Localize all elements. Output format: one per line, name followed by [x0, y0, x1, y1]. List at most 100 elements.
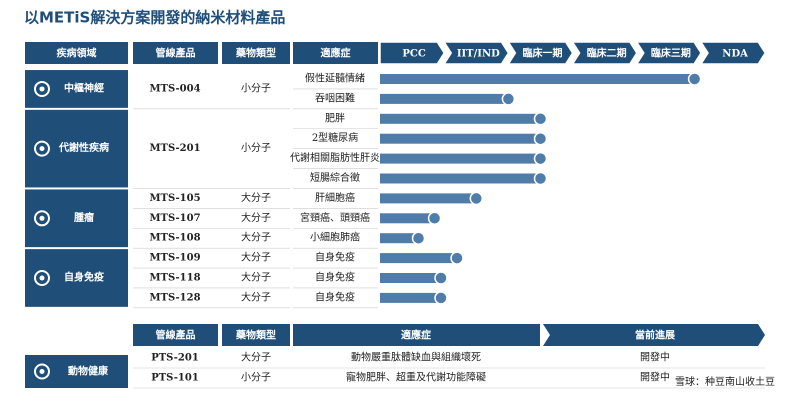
- header-drug-type: 藥物類型: [235, 329, 276, 342]
- product: MTS-107: [149, 213, 200, 224]
- status: 開發中: [640, 371, 670, 384]
- icon-dot: [39, 86, 45, 92]
- product: MTS-109: [149, 253, 200, 264]
- area-label: 代謝性疾病: [58, 141, 109, 154]
- header-status: 當前進展: [635, 329, 675, 342]
- stage-label: IIT/IND: [457, 49, 500, 60]
- status: 開發中: [640, 351, 670, 364]
- indication: 短腸綜合徵: [310, 171, 360, 184]
- header-cell: [293, 42, 378, 64]
- stage-label: 臨床一期: [523, 47, 563, 60]
- stage-label: 臨床二期: [587, 47, 627, 60]
- stage-label: NDA: [722, 49, 748, 60]
- stage-arrow: [442, 41, 510, 65]
- icon: [34, 210, 50, 227]
- icon: [34, 140, 50, 157]
- progress-end: [687, 72, 702, 86]
- progress-end: [434, 271, 448, 285]
- page-title: 以METiS解決方案開發的納米材料產品: [24, 9, 285, 27]
- icon-dot: [39, 146, 45, 152]
- indication: 肝細胞癌: [315, 191, 355, 204]
- product: MTS-108: [149, 233, 200, 244]
- progress-end: [434, 291, 448, 305]
- progress-bar: [380, 93, 509, 104]
- stage-label: PCC: [402, 49, 425, 60]
- product: MTS-128: [149, 292, 200, 303]
- header-indication: 適應症: [321, 47, 351, 60]
- drug-type: 小分子: [241, 82, 271, 94]
- progress-end: [469, 191, 484, 206]
- progress-bar: [380, 292, 441, 303]
- icon: [34, 363, 50, 380]
- drug-type: 大分子: [241, 251, 271, 264]
- header-product: 管線產品: [156, 329, 196, 342]
- header-cell: [133, 42, 218, 64]
- stage-arrow: [293, 324, 540, 346]
- stage-arrow: [571, 41, 638, 65]
- product: MTS-105: [149, 193, 200, 204]
- indication: 動物嚴重肽體缺血與組織壞死: [351, 351, 481, 364]
- indication: 自身免疫: [315, 251, 355, 264]
- indication: 吞咽困難: [315, 91, 355, 104]
- progress-end: [533, 131, 548, 146]
- progress-bar: [380, 173, 541, 184]
- indication: 小細胞肺癌: [310, 231, 360, 244]
- indication: 寵物肥胖、超重及代謝功能障礙: [346, 371, 486, 384]
- stage-arrow: [379, 41, 446, 65]
- area-label: 自身免疫: [64, 271, 104, 284]
- product: PTS-201: [151, 353, 199, 364]
- progress-bar: [380, 193, 477, 204]
- stage-label: 臨床三期: [651, 47, 691, 60]
- watermark: 雪球：种豆南山收土豆: [675, 375, 775, 388]
- header-product: 管線產品: [156, 47, 196, 60]
- indication: 2型糖尿病: [312, 131, 358, 144]
- product: PTS-101: [151, 373, 199, 384]
- indication: 自身免疫: [315, 271, 355, 284]
- product: MTS-201: [149, 143, 200, 154]
- progress-bar: [380, 133, 541, 144]
- progress-bar: [380, 233, 419, 244]
- area-label: 動物健康: [68, 365, 109, 378]
- stage-arrow: [635, 41, 702, 65]
- header-cell: [133, 324, 218, 346]
- icon-dot: [39, 275, 45, 281]
- progress-end: [533, 171, 548, 186]
- progress-end: [533, 151, 548, 166]
- progress-bar: [380, 113, 541, 124]
- header-indication: 適應症: [401, 329, 431, 342]
- icon-dot: [39, 369, 45, 374]
- indication: 代謝相關脂肪性肝炎: [290, 151, 380, 164]
- drug-type: 大分子: [241, 351, 271, 364]
- stage-arrow: [507, 41, 574, 65]
- header-drug-type: 藥物類型: [235, 47, 276, 60]
- drug-type: 大分子: [241, 211, 271, 224]
- drug-type: 小分子: [241, 142, 271, 154]
- progress-end: [411, 231, 426, 245]
- product: MTS-004: [149, 83, 200, 94]
- drug-type: 大分子: [241, 290, 271, 303]
- header-area: 疾病領域: [57, 47, 97, 60]
- indication: 假性延髓情緒: [305, 72, 365, 85]
- drug-type: 大分子: [241, 231, 271, 244]
- icon: [34, 80, 50, 97]
- progress-end: [501, 92, 516, 106]
- drug-type: 小分子: [241, 372, 271, 384]
- icon: [34, 270, 50, 286]
- stage-arrow: [543, 324, 765, 346]
- product: MTS-118: [149, 273, 200, 284]
- indication: 自身免疫: [315, 290, 355, 303]
- progress-bar: [380, 253, 458, 264]
- indication: 肥胖: [325, 112, 345, 124]
- progress-bar: [380, 273, 441, 283]
- drug-type: 大分子: [241, 271, 271, 284]
- progress-bar: [380, 153, 541, 164]
- area-label: 中樞神經: [64, 81, 104, 94]
- progress-end: [450, 251, 464, 265]
- icon-dot: [39, 215, 45, 221]
- progress-bar: [380, 74, 695, 84]
- header-cell: [222, 324, 290, 346]
- area-label: 腫瘤: [74, 211, 94, 224]
- progress-end: [427, 211, 442, 226]
- progress-end: [533, 112, 548, 126]
